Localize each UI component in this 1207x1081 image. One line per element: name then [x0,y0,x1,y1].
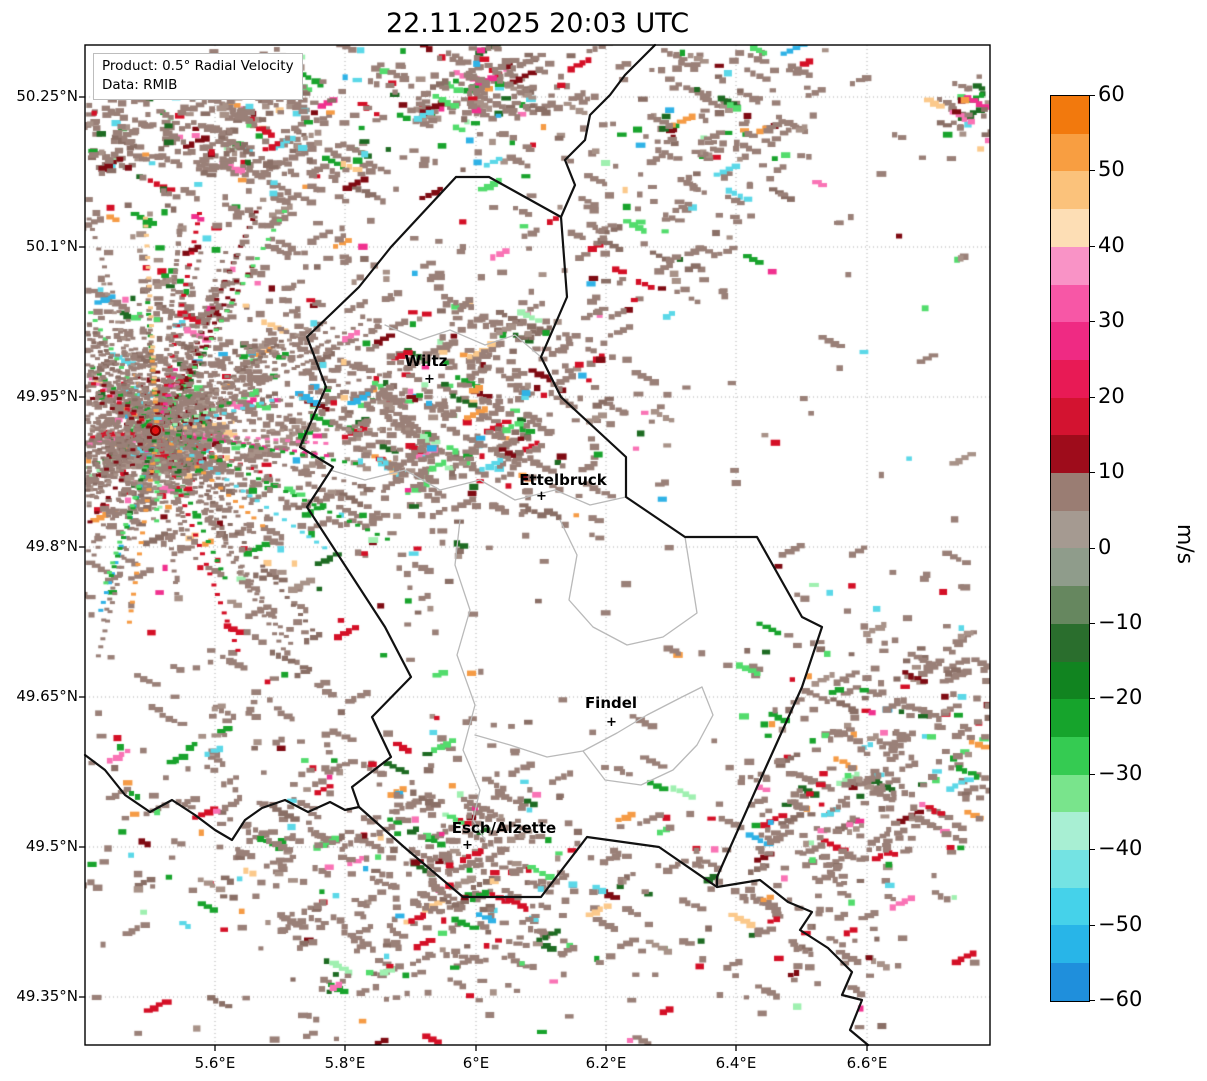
y-axis-tick-label: 49.35°N [16,987,78,1005]
radar-site-marker [150,425,161,436]
x-axis-tick-label: 6°E [462,1054,490,1072]
colorbar-segment [1051,473,1089,511]
x-axis-tick-label: 6.6°E [846,1054,888,1072]
colorbar-segment [1051,887,1089,926]
colorbar-tick-label: −30 [1098,760,1143,785]
colorbar-segment [1051,359,1089,398]
colorbar-tick-label: 50 [1098,157,1125,182]
colorbar-tick-mark [1089,396,1095,398]
colorbar-tick-label: 30 [1098,308,1125,333]
colorbar-segment [1051,699,1089,737]
colorbar-tick-mark [1089,95,1095,96]
colorbar-segment [1051,284,1089,323]
colorbar-segment [1051,171,1089,210]
product-label: Product: 0.5° Radial Velocity [102,58,294,74]
colorbar-tick-mark [1089,472,1095,474]
colorbar-tick-mark [1089,622,1095,624]
colorbar-tick-mark [1089,849,1095,851]
colorbar-tick-label: −20 [1098,685,1143,710]
city-position-marker: + [606,715,617,730]
colorbar-segment [1051,774,1089,813]
y-axis-tick-label: 49.95°N [16,387,78,405]
y-axis-tick-label: 49.5°N [25,837,78,855]
data-source-label: Data: RMIB [102,76,178,93]
city-position-marker: + [462,838,473,853]
city-position-marker: + [536,489,547,504]
colorbar-tick-mark [1089,1000,1095,1001]
colorbar-tick-mark [1089,321,1095,323]
colorbar-tick-label: 60 [1098,82,1125,106]
y-axis-tick-label: 49.65°N [16,687,78,705]
colorbar-tick-label: −60 [1098,987,1143,1011]
x-axis-tick-label: 5.6°E [194,1054,236,1072]
colorbar-segment [1051,246,1089,285]
colorbar-tick-label: 20 [1098,383,1125,408]
colorbar-segment [1051,586,1089,624]
colorbar-segment [1051,548,1089,587]
colorbar-segment [1051,963,1089,1001]
colorbar-tick-mark [1089,698,1095,700]
city-label: Esch/Alzette [451,819,557,837]
colorbar-tick-label: −10 [1098,609,1143,634]
colorbar-tick-mark [1089,245,1095,247]
colorbar-segment [1051,623,1089,662]
x-axis-tick-label: 6.2°E [585,1054,627,1072]
colorbar-tick-label: −50 [1098,911,1143,936]
y-axis-tick-label: 49.8°N [25,537,78,555]
city-label: Findel [584,694,638,712]
colorbar [1050,95,1090,1002]
colorbar-segment [1051,435,1089,474]
colorbar-tick-label: 0 [1098,534,1112,559]
city-label: Ettelbruck [519,471,607,489]
x-axis-tick-label: 6.4°E [715,1054,757,1072]
product-info-box: Product: 0.5° Radial Velocity Data: RMIB [93,53,303,100]
colorbar-tick-mark [1089,170,1095,172]
y-axis-tick-label: 50.1°N [25,237,78,255]
colorbar-segment [1051,925,1089,964]
figure-title: 22.11.2025 20:03 UTC [385,8,690,39]
colorbar-segment [1051,209,1089,247]
colorbar-tick-mark [1089,547,1095,549]
colorbar-segment [1051,397,1089,436]
colorbar-segment [1051,96,1089,134]
colorbar-segment [1051,736,1089,775]
colorbar-segment [1051,133,1089,172]
city-position-marker: + [424,372,435,387]
y-axis-tick-label: 50.25°N [16,87,78,105]
colorbar-tick-mark [1089,773,1095,775]
colorbar-tick-mark [1089,924,1095,926]
colorbar-segment [1051,510,1089,549]
colorbar-segment [1051,812,1089,851]
x-axis-tick-label: 5.8°E [324,1054,366,1072]
colorbar-tick-label: 40 [1098,232,1125,257]
colorbar-tick-label: 10 [1098,459,1125,484]
colorbar-segment [1051,661,1089,700]
colorbar-segment [1051,322,1089,360]
city-label: Wiltz [404,352,448,370]
colorbar-tick-label: −40 [1098,836,1143,861]
colorbar-segment [1051,850,1089,888]
colorbar-unit-label: m/s [1172,523,1197,565]
radar-data-canvas [85,45,990,1045]
